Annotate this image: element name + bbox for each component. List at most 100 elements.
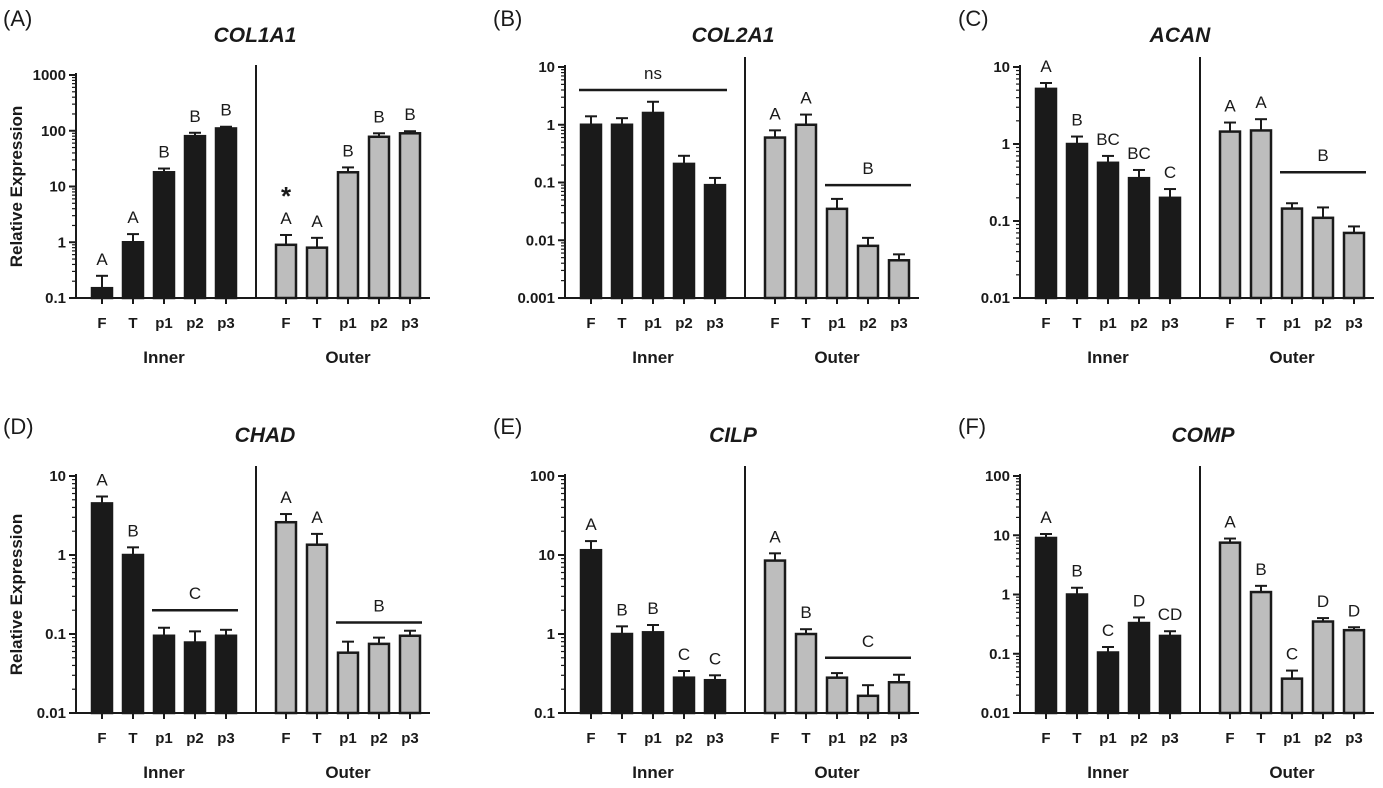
- significance-letter: A: [96, 471, 108, 490]
- x-tick-label: p2: [859, 315, 877, 332]
- chart-title: CHAD: [235, 424, 296, 447]
- panel-label: (C): [958, 6, 989, 31]
- bar-inner-p1: [641, 111, 665, 300]
- bar-inner-t: [121, 241, 145, 300]
- bar-inner-p2: [1127, 621, 1151, 715]
- y-tick-label: 0.1: [534, 175, 555, 192]
- significance-letter: A: [127, 208, 139, 227]
- bracket-label: B: [862, 159, 873, 178]
- bar-outer-t: [794, 632, 818, 715]
- significance-letter: B: [1071, 562, 1082, 581]
- significance-letter: A: [280, 488, 292, 507]
- bar-outer-f: [1218, 541, 1242, 715]
- chart-panel-a: (A) COL1A1 Relative Expression 0.1 1 10 100 100…: [3, 6, 430, 367]
- significance-letter: D: [1133, 591, 1145, 610]
- x-tick-label: T: [128, 730, 137, 747]
- y-tick-label: 10: [49, 468, 66, 485]
- bar-outer-f: [763, 136, 787, 300]
- y-tick-label: 1: [58, 547, 66, 564]
- chart-panel-c: (C) ACAN 0.01 0.1 1 10 F A T Bp1 BC p2 BC p3 C Inner F A T…: [958, 6, 1374, 367]
- x-tick-label: p3: [890, 730, 908, 747]
- y-tick-label: 100: [41, 123, 66, 140]
- y-tick-label: 0.01: [526, 232, 555, 249]
- bar-outer-p3: [1342, 628, 1366, 715]
- chart-title: ACAN: [1149, 24, 1211, 47]
- bar-outer-p2: [367, 642, 391, 715]
- bar-outer-f: [763, 559, 787, 715]
- x-tick-label: F: [1041, 730, 1050, 747]
- x-tick-label: T: [312, 730, 321, 747]
- y-tick-label: 1000: [33, 67, 66, 84]
- x-tick-label: T: [801, 730, 810, 747]
- significance-letter: BC: [1096, 130, 1120, 149]
- x-tick-label: p2: [186, 315, 204, 332]
- significance-letter: B: [220, 101, 231, 120]
- bar-inner-p1: [1096, 161, 1120, 300]
- bar-inner-f: [579, 123, 603, 300]
- significance-letter: B: [158, 143, 169, 162]
- bar-inner-t: [1065, 142, 1089, 300]
- group-label: Inner: [632, 763, 674, 782]
- significance-letter: A: [1040, 508, 1052, 527]
- bar-outer-p3: [887, 259, 911, 300]
- x-tick-label: p1: [1099, 730, 1117, 747]
- x-tick-label: p1: [1099, 315, 1117, 332]
- x-tick-label: T: [1256, 730, 1265, 747]
- y-tick-label: 0.001: [517, 290, 555, 307]
- y-tick-label: 0.1: [45, 626, 66, 643]
- bar-inner-p1: [152, 634, 176, 715]
- panel-label: (B): [493, 6, 522, 31]
- x-tick-label: p3: [1161, 315, 1179, 332]
- x-tick-label: p2: [675, 730, 693, 747]
- significance-letter: A: [311, 508, 323, 527]
- bar-inner-f: [90, 502, 114, 715]
- chart-title: COMP: [1172, 424, 1236, 447]
- bracket-label: ns: [644, 64, 662, 83]
- chart-title: COL2A1: [692, 24, 775, 47]
- x-tick-label: p2: [1130, 315, 1148, 332]
- bar-outer-t: [1249, 590, 1273, 715]
- significance-letter: B: [616, 600, 627, 619]
- chart-panel-e: (E) CILP 0.1 1 10 100 F A T Bp1 Bp2 Cp3 C Inner F A T Bp1…: [493, 414, 919, 782]
- y-tick-label: 0.1: [45, 290, 66, 307]
- y-tick-label: 0.01: [981, 705, 1010, 722]
- bar-outer-p2: [856, 694, 880, 715]
- x-tick-label: p3: [1345, 315, 1363, 332]
- group-label: Inner: [632, 348, 674, 367]
- x-tick-label: p3: [401, 315, 419, 332]
- significance-letter: A: [1224, 513, 1236, 532]
- bar-outer-p3: [398, 634, 422, 715]
- y-tick-label: 1: [1002, 587, 1010, 604]
- x-tick-label: p1: [155, 315, 173, 332]
- bar-outer-t: [305, 543, 329, 715]
- x-tick-label: p1: [828, 315, 846, 332]
- x-tick-label: F: [281, 730, 290, 747]
- x-tick-label: p1: [1283, 730, 1301, 747]
- x-tick-label: F: [770, 315, 779, 332]
- y-tick-label: 0.1: [989, 646, 1010, 663]
- x-tick-label: p2: [675, 315, 693, 332]
- group-label: Outer: [325, 763, 371, 782]
- significance-letter: B: [800, 603, 811, 622]
- bar-outer-p1: [336, 651, 360, 715]
- significance-letter: A: [96, 250, 108, 269]
- bar-inner-p3: [703, 183, 727, 300]
- significance-letter: B: [373, 107, 384, 126]
- bar-outer-p3: [887, 681, 911, 715]
- bar-inner-p2: [1127, 176, 1151, 300]
- x-tick-label: p3: [1345, 730, 1363, 747]
- bracket-label: B: [373, 596, 384, 615]
- bar-inner-t: [610, 632, 634, 715]
- bar-inner-p2: [672, 676, 696, 715]
- significance-letter: C: [678, 645, 690, 664]
- panel-label: (D): [3, 414, 34, 439]
- bar-outer-p1: [825, 207, 849, 300]
- significance-letter: B: [647, 599, 658, 618]
- x-tick-label: p2: [370, 315, 388, 332]
- x-tick-label: F: [281, 315, 290, 332]
- group-label: Inner: [143, 348, 185, 367]
- x-tick-label: p3: [217, 315, 235, 332]
- x-tick-label: p3: [890, 315, 908, 332]
- bar-inner-p3: [214, 634, 238, 715]
- y-tick-label: 1: [547, 626, 555, 643]
